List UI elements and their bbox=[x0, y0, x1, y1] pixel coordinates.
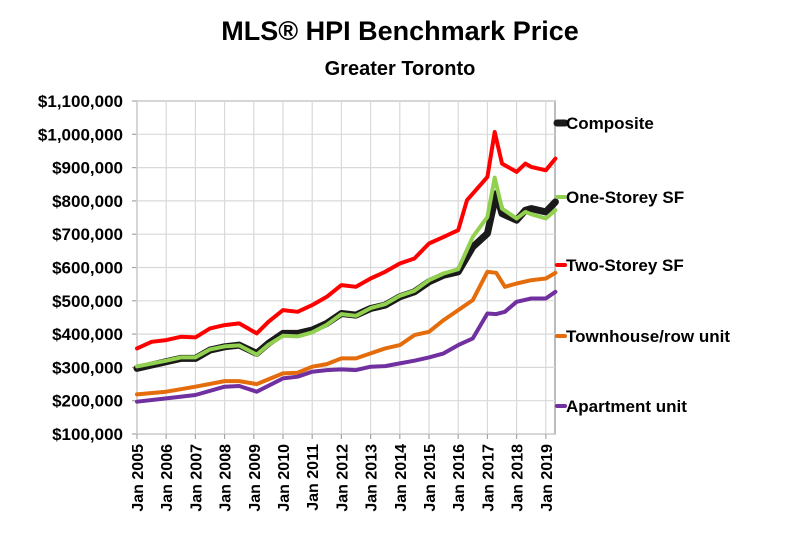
grid bbox=[132, 100, 556, 439]
series-lines bbox=[133, 130, 559, 404]
x-tick-label: Jan 2006 bbox=[159, 444, 176, 512]
x-tick-label: Jan 2007 bbox=[188, 444, 205, 512]
series-line-apartment-unit bbox=[135, 289, 558, 404]
x-tick-label: Jan 2005 bbox=[130, 444, 147, 512]
legend: Composite One-Storey SF Two-Storey SF Townh… bbox=[553, 114, 730, 416]
series-line-townhouse-row-unit bbox=[135, 269, 558, 397]
chart-subtitle: Greater Toronto bbox=[325, 58, 476, 80]
x-tick-label: Jan 2019 bbox=[539, 444, 556, 512]
y-tick-label: $700,000 bbox=[52, 225, 123, 244]
series-line-one-storey-sf bbox=[135, 175, 558, 369]
x-tick-label: Jan 2009 bbox=[247, 444, 264, 512]
x-tick-label: Jan 2016 bbox=[451, 444, 468, 512]
y-tick-label: $300,000 bbox=[52, 358, 123, 377]
x-tick-label: Jan 2018 bbox=[510, 444, 527, 512]
x-tick-label: Jan 2015 bbox=[422, 444, 439, 512]
y-tick-label: $900,000 bbox=[52, 159, 123, 178]
x-tick-label: Jan 2008 bbox=[218, 444, 235, 512]
y-tick-label: $500,000 bbox=[52, 292, 123, 311]
y-tick-label: $200,000 bbox=[52, 392, 123, 411]
chart-title: MLS® HPI Benchmark Price bbox=[221, 16, 579, 46]
x-tick-label: Jan 2017 bbox=[480, 444, 497, 512]
legend-label: Townhouse/row unit bbox=[566, 327, 730, 346]
legend-label: One-Storey SF bbox=[566, 188, 684, 207]
y-axis: $100,000 $200,000 $300,000 $400,000 $500,000… bbox=[38, 92, 123, 444]
legend-label: Two-Storey SF bbox=[566, 256, 684, 275]
x-tick-label: Jan 2014 bbox=[393, 444, 410, 512]
x-tick-label: Jan 2011 bbox=[305, 444, 322, 511]
x-tick-label: Jan 2013 bbox=[364, 444, 381, 512]
series-line-composite bbox=[133, 190, 559, 372]
y-tick-label: $1,100,000 bbox=[38, 92, 123, 111]
x-axis: Jan 2005 Jan 2006 Jan 2007 Jan 2008 Jan 2009… bbox=[130, 444, 556, 512]
legend-label: Apartment unit bbox=[566, 397, 687, 416]
series-line-two-storey-sf bbox=[135, 130, 558, 351]
y-tick-label: $400,000 bbox=[52, 325, 123, 344]
y-tick-label: $800,000 bbox=[52, 192, 123, 211]
x-tick-label: Jan 2010 bbox=[276, 444, 293, 512]
legend-label: Composite bbox=[566, 114, 654, 133]
y-tick-label: $1,000,000 bbox=[38, 125, 123, 144]
y-tick-label: $600,000 bbox=[52, 259, 123, 278]
x-tick-label: Jan 2012 bbox=[334, 444, 351, 512]
y-tick-label: $100,000 bbox=[52, 425, 123, 444]
